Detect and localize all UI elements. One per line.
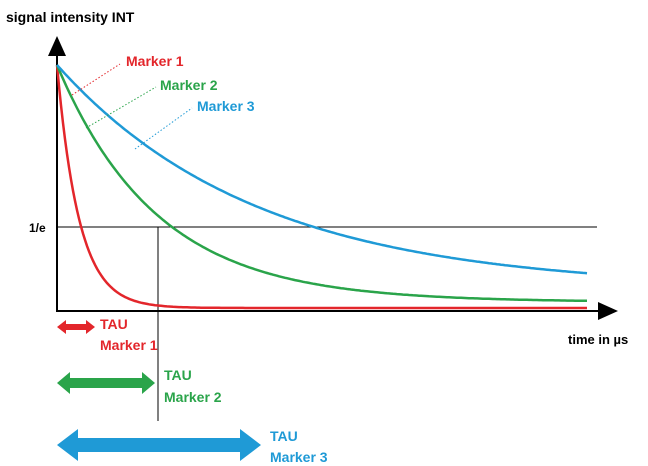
tau-label-marker-2: TAU	[164, 367, 192, 383]
series-label-marker-2: Marker 2	[160, 77, 218, 93]
tau-arrow-marker-3	[57, 429, 261, 461]
leader-line-marker-1	[71, 63, 121, 96]
series-label-marker-1: Marker 1	[126, 53, 184, 69]
tau-label-marker-1: TAU	[100, 316, 128, 332]
tau-arrow-marker-1	[57, 320, 95, 334]
leader-line-marker-2	[85, 86, 157, 129]
tau-marker-name-marker-2: Marker 2	[164, 389, 222, 405]
y-axis-arrowhead	[48, 36, 66, 56]
leader-line-marker-3	[134, 107, 193, 150]
series-label-marker-3: Marker 3	[197, 98, 255, 114]
series-line-marker-3	[56, 64, 588, 275]
one-over-e-tick-label: 1/e	[29, 221, 46, 235]
y-axis-title: signal intensity INT	[6, 9, 135, 25]
tau-label-marker-3: TAU	[270, 428, 298, 444]
tau-marker-name-marker-1: Marker 1	[100, 337, 158, 353]
series-line-marker-2	[55, 64, 587, 303]
tau-arrow-marker-2	[57, 372, 155, 394]
x-axis-arrowhead	[598, 302, 618, 320]
series-line-marker-1	[55, 64, 587, 310]
x-axis-title: time in µs	[568, 332, 628, 347]
tau-marker-name-marker-3: Marker 3	[270, 449, 328, 465]
